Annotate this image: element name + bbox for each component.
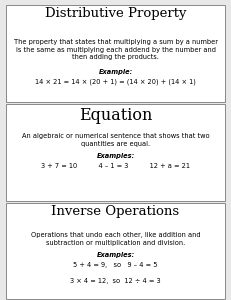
FancyBboxPatch shape (6, 103, 225, 201)
Text: An algebraic or numerical sentence that shows that two
quantities are equal.: An algebraic or numerical sentence that … (22, 134, 209, 147)
Text: Examples:: Examples: (96, 252, 135, 258)
Text: Example:: Example: (98, 69, 133, 75)
Text: 3 + 7 = 10          4 – 1 = 3          12 + a = 21: 3 + 7 = 10 4 – 1 = 3 12 + a = 21 (41, 163, 190, 169)
Text: 5 + 4 = 9,   so   9 – 4 = 5: 5 + 4 = 9, so 9 – 4 = 5 (73, 262, 158, 268)
Text: Inverse Operations: Inverse Operations (52, 206, 179, 218)
Text: Examples:: Examples: (96, 153, 135, 159)
Text: Operations that undo each other, like addition and
subtraction or multiplication: Operations that undo each other, like ad… (31, 232, 200, 246)
FancyBboxPatch shape (6, 4, 225, 102)
Text: 14 × 21 = 14 × (20 + 1) = (14 × 20) + (14 × 1): 14 × 21 = 14 × (20 + 1) = (14 × 20) + (1… (35, 79, 196, 85)
Text: The property that states that multiplying a sum by a number
is the same as multi: The property that states that multiplyin… (13, 39, 218, 61)
Text: 3 × 4 = 12,  so  12 ÷ 4 = 3: 3 × 4 = 12, so 12 ÷ 4 = 3 (70, 278, 161, 284)
Text: Distributive Property: Distributive Property (45, 8, 186, 20)
FancyBboxPatch shape (6, 202, 225, 298)
Text: Equation: Equation (79, 106, 152, 124)
